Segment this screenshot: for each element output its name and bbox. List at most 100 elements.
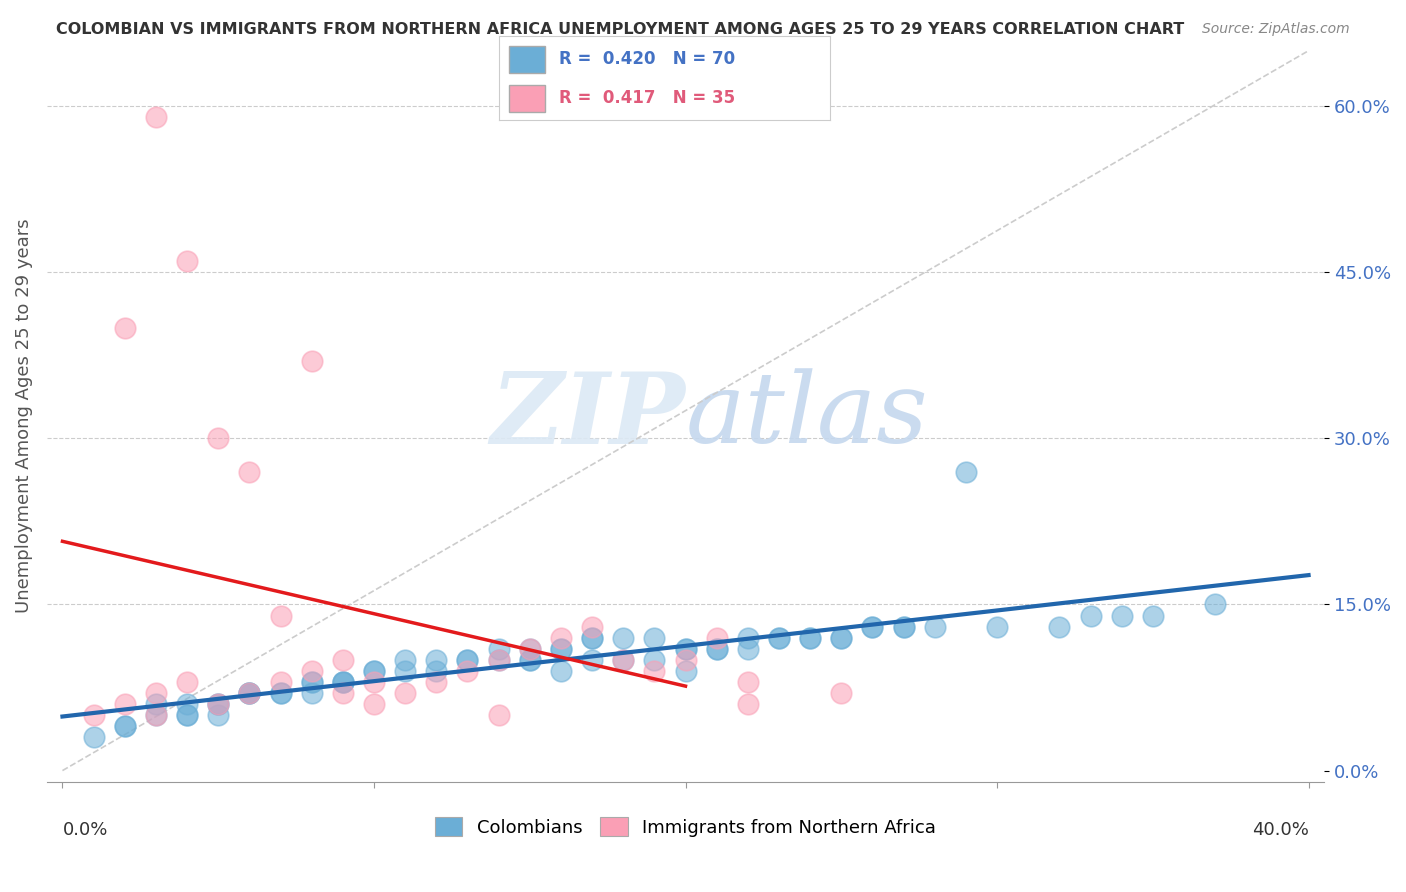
Point xyxy=(643,664,665,678)
Point xyxy=(519,653,541,667)
Point xyxy=(425,664,447,678)
Point xyxy=(1204,598,1226,612)
Point xyxy=(488,708,510,723)
Point xyxy=(394,653,416,667)
Point xyxy=(519,641,541,656)
FancyBboxPatch shape xyxy=(509,85,546,112)
Point xyxy=(456,653,478,667)
Point xyxy=(270,686,292,700)
Point xyxy=(238,686,260,700)
Point xyxy=(207,697,229,711)
Point xyxy=(924,619,946,633)
Point xyxy=(238,465,260,479)
Point xyxy=(332,675,354,690)
Point xyxy=(301,686,323,700)
Point xyxy=(799,631,821,645)
Point xyxy=(270,686,292,700)
Point xyxy=(207,697,229,711)
Point xyxy=(176,675,198,690)
Point xyxy=(176,254,198,268)
Point xyxy=(612,653,634,667)
Point xyxy=(675,664,697,678)
Point xyxy=(456,653,478,667)
Point xyxy=(207,697,229,711)
Point xyxy=(270,608,292,623)
Point xyxy=(830,686,852,700)
Point xyxy=(581,653,603,667)
Point xyxy=(550,641,572,656)
Point xyxy=(986,619,1008,633)
Point xyxy=(706,641,728,656)
Point xyxy=(581,631,603,645)
Point xyxy=(737,641,759,656)
Point xyxy=(145,708,167,723)
Text: COLOMBIAN VS IMMIGRANTS FROM NORTHERN AFRICA UNEMPLOYMENT AMONG AGES 25 TO 29 YE: COLOMBIAN VS IMMIGRANTS FROM NORTHERN AF… xyxy=(56,22,1184,37)
Point xyxy=(301,675,323,690)
Text: Source: ZipAtlas.com: Source: ZipAtlas.com xyxy=(1202,22,1350,37)
Point xyxy=(176,708,198,723)
Point xyxy=(425,653,447,667)
Point xyxy=(862,619,884,633)
Point xyxy=(893,619,915,633)
Point xyxy=(612,631,634,645)
Point xyxy=(301,353,323,368)
Point xyxy=(363,664,385,678)
Point xyxy=(581,631,603,645)
Point xyxy=(270,675,292,690)
Point xyxy=(83,731,105,745)
Point xyxy=(550,631,572,645)
Point xyxy=(363,664,385,678)
Point xyxy=(114,320,136,334)
Point xyxy=(550,641,572,656)
Point xyxy=(830,631,852,645)
Point xyxy=(862,619,884,633)
Point xyxy=(1080,608,1102,623)
Point xyxy=(612,653,634,667)
Point xyxy=(706,631,728,645)
Point xyxy=(768,631,790,645)
Point xyxy=(238,686,260,700)
Point xyxy=(145,697,167,711)
Point xyxy=(488,641,510,656)
Y-axis label: Unemployment Among Ages 25 to 29 years: Unemployment Among Ages 25 to 29 years xyxy=(15,219,32,614)
Point xyxy=(238,686,260,700)
Point xyxy=(394,686,416,700)
Point xyxy=(394,664,416,678)
Point xyxy=(301,664,323,678)
Point xyxy=(799,631,821,645)
Point xyxy=(1047,619,1070,633)
Point xyxy=(643,653,665,667)
Point xyxy=(675,641,697,656)
Point xyxy=(363,675,385,690)
Text: ZIP: ZIP xyxy=(491,368,686,465)
Point xyxy=(207,708,229,723)
Point xyxy=(581,619,603,633)
Point xyxy=(145,686,167,700)
Point xyxy=(488,653,510,667)
Point xyxy=(332,675,354,690)
Text: R =  0.417   N = 35: R = 0.417 N = 35 xyxy=(558,89,735,107)
Point xyxy=(114,719,136,733)
Point xyxy=(114,719,136,733)
Point xyxy=(643,631,665,645)
Point xyxy=(519,641,541,656)
Point xyxy=(955,465,977,479)
Text: R =  0.420   N = 70: R = 0.420 N = 70 xyxy=(558,51,735,69)
Point xyxy=(207,431,229,445)
Point xyxy=(83,708,105,723)
Point xyxy=(675,653,697,667)
FancyBboxPatch shape xyxy=(509,45,546,73)
Point xyxy=(706,641,728,656)
Point xyxy=(114,697,136,711)
Point xyxy=(456,664,478,678)
Point xyxy=(145,708,167,723)
Point xyxy=(830,631,852,645)
Legend: Colombians, Immigrants from Northern Africa: Colombians, Immigrants from Northern Afr… xyxy=(426,808,945,846)
Point xyxy=(737,631,759,645)
Point xyxy=(332,653,354,667)
Point xyxy=(893,619,915,633)
Point xyxy=(737,697,759,711)
Point xyxy=(519,653,541,667)
Point xyxy=(176,697,198,711)
Text: atlas: atlas xyxy=(686,368,928,464)
